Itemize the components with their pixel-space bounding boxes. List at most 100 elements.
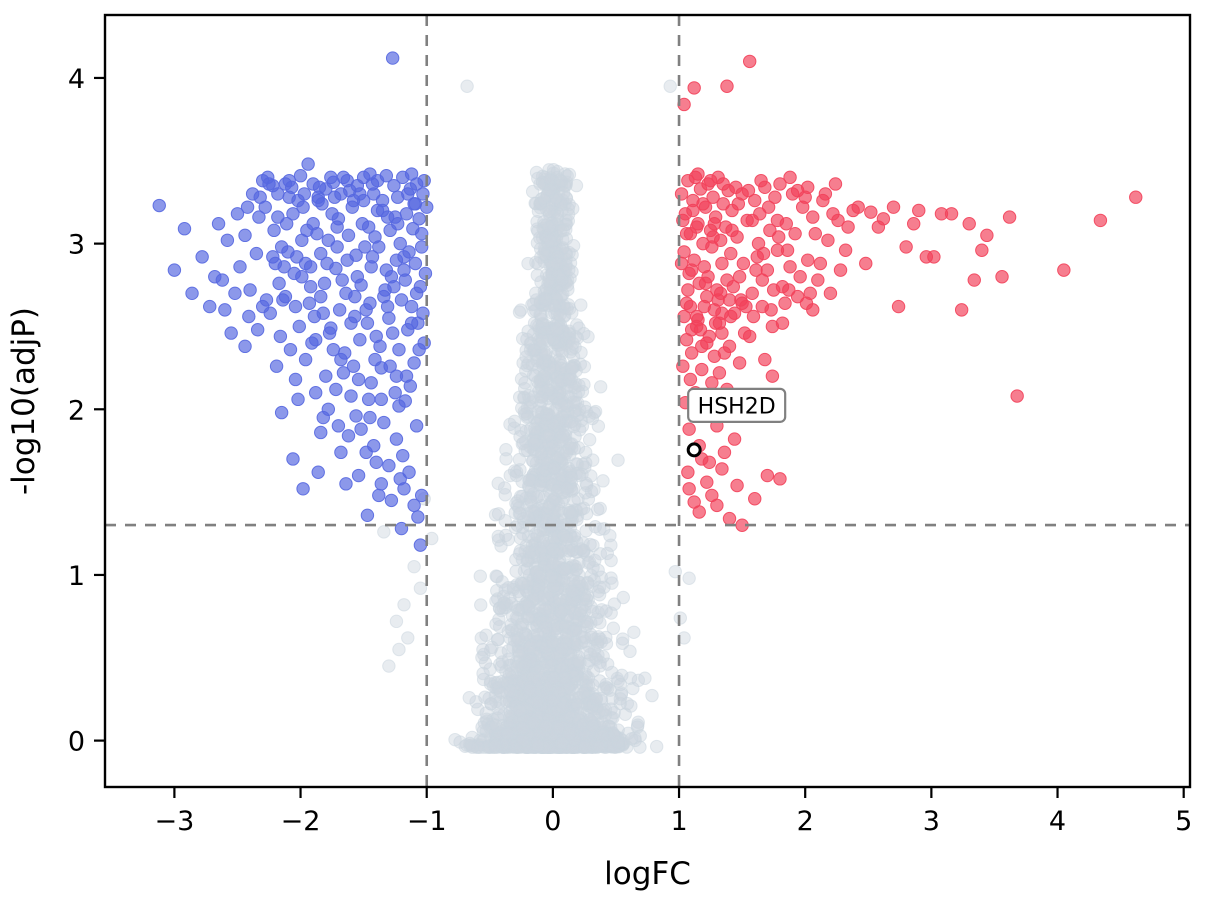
data-point-ns	[550, 322, 564, 337]
data-point-down	[330, 240, 344, 254]
data-point-down	[269, 359, 284, 373]
data-point-up	[801, 253, 815, 267]
data-point-down	[330, 220, 344, 234]
data-point-up	[1129, 190, 1143, 204]
data-point-down	[274, 240, 289, 254]
data-point-ns	[604, 538, 618, 552]
data-point-down	[317, 276, 332, 291]
data-point-down	[185, 286, 199, 301]
data-point-up	[745, 213, 759, 228]
data-point-down	[404, 316, 419, 330]
data-point-ns	[389, 614, 404, 629]
data-point-up	[886, 200, 901, 214]
data-point-ns	[530, 695, 544, 709]
data-point-down	[266, 250, 280, 264]
data-point-ns	[407, 559, 421, 574]
data-point-ns	[512, 305, 527, 319]
data-point-up	[962, 217, 976, 231]
data-point-up	[684, 263, 699, 277]
data-point-ns	[562, 263, 576, 277]
data-point-up	[907, 217, 921, 231]
data-point-down	[296, 482, 310, 496]
data-point-ns	[531, 405, 545, 419]
data-point-down	[389, 432, 404, 446]
data-point-up	[828, 177, 843, 191]
data-point-ns	[499, 664, 513, 678]
data-point-down	[314, 289, 328, 304]
data-point-down	[334, 187, 348, 201]
data-point-down	[353, 333, 367, 347]
data-point-down	[340, 173, 354, 188]
data-point-ns	[616, 632, 630, 646]
data-point-ns	[542, 500, 556, 515]
data-point-ns	[413, 581, 428, 595]
data-point-ns	[585, 719, 600, 733]
data-point-down	[325, 207, 339, 221]
data-point-down	[218, 303, 232, 317]
data-point-down	[286, 452, 300, 466]
data-point-up	[859, 256, 873, 271]
data-point-up	[770, 213, 785, 228]
data-point-up	[725, 223, 739, 238]
data-point-down	[382, 311, 396, 325]
data-point-up	[891, 299, 906, 314]
data-point-down	[271, 210, 285, 224]
data-point-down	[338, 346, 352, 360]
data-point-ns	[546, 556, 560, 570]
data-point-ns	[564, 470, 579, 485]
data-point-up	[736, 256, 751, 271]
data-point-up	[801, 180, 815, 194]
data-point-down	[355, 217, 370, 231]
points-down-regulated	[152, 51, 434, 552]
data-point-down	[326, 342, 341, 357]
data-point-ns	[523, 683, 537, 697]
data-point-ns	[542, 220, 556, 235]
data-point-down	[388, 386, 402, 400]
data-point-up	[775, 316, 790, 330]
data-point-ns	[530, 528, 545, 543]
data-point-up	[761, 200, 776, 214]
data-point-up	[706, 230, 720, 244]
gene-label-text: HSH2D	[698, 394, 776, 419]
data-point-down	[409, 419, 424, 433]
data-point-down	[351, 468, 366, 483]
data-point-up	[687, 81, 701, 95]
data-point-ns	[574, 542, 588, 556]
data-point-up	[1093, 213, 1108, 228]
data-point-ns	[516, 733, 530, 748]
data-point-ns	[584, 628, 598, 642]
data-point-down	[374, 392, 388, 407]
data-point-up	[811, 273, 825, 287]
data-point-ns	[518, 376, 532, 390]
data-point-up	[690, 220, 704, 234]
data-point-ns	[596, 649, 610, 664]
data-point-up	[967, 273, 981, 287]
data-point-up	[772, 230, 786, 244]
data-point-down	[340, 253, 354, 267]
data-point-down	[387, 279, 401, 294]
data-point-down	[203, 299, 217, 314]
data-point-ns	[589, 692, 603, 707]
data-point-ns	[541, 383, 555, 397]
data-point-down	[331, 419, 346, 433]
data-point-down	[238, 339, 252, 354]
data-point-ns	[578, 740, 592, 754]
highlighted-gene-marker[interactable]	[686, 442, 702, 458]
data-point-down	[384, 493, 399, 508]
y-tick-label: 4	[68, 64, 85, 95]
x-tick-label: 1	[670, 806, 687, 837]
data-point-down	[407, 356, 421, 370]
data-point-up	[783, 260, 797, 274]
data-point-up	[741, 183, 756, 198]
data-point-ns	[453, 735, 467, 749]
data-point-ns	[542, 163, 556, 177]
data-point-ns	[623, 671, 638, 685]
data-point-ns	[512, 390, 527, 404]
data-point-down	[408, 256, 423, 271]
data-point-down	[363, 296, 377, 310]
data-point-down	[339, 477, 353, 491]
data-point-ns	[542, 233, 557, 248]
data-point-up	[793, 270, 807, 284]
data-point-ns	[565, 584, 580, 599]
data-point-ns	[550, 256, 564, 271]
